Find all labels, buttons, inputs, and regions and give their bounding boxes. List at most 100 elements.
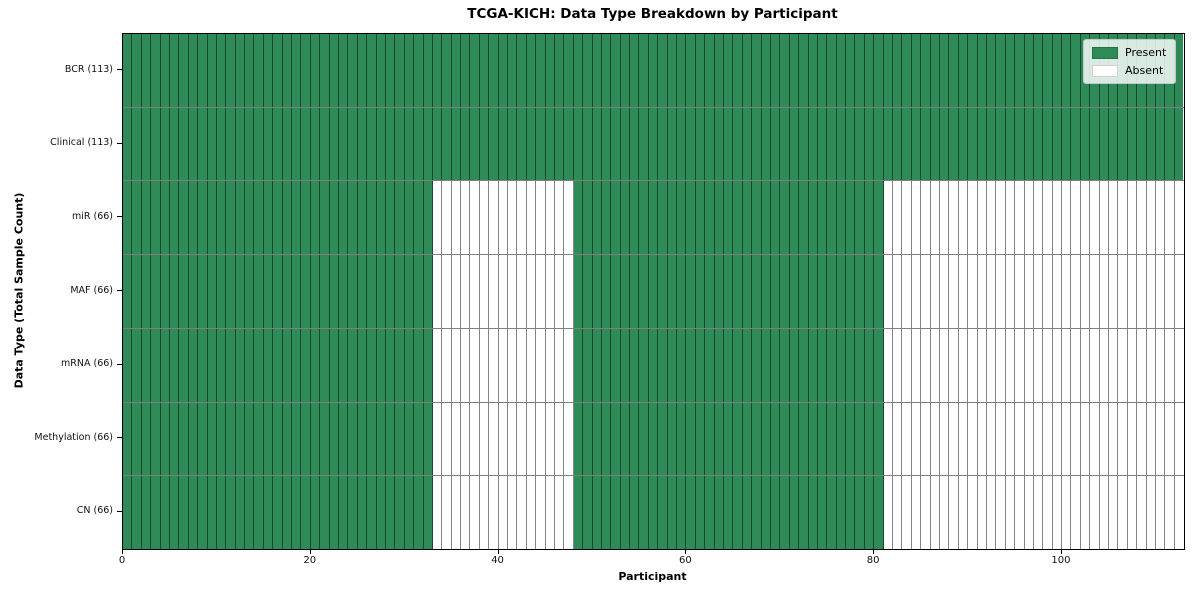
heatmap-cell bbox=[874, 402, 884, 476]
heatmap-cell bbox=[470, 255, 480, 328]
heatmap-cell bbox=[226, 107, 236, 181]
heatmap-cell bbox=[536, 255, 546, 328]
heatmap-cell bbox=[301, 181, 311, 255]
heatmap-cell bbox=[986, 107, 997, 181]
heatmap-cell bbox=[893, 328, 903, 402]
heatmap-cell bbox=[132, 476, 142, 550]
heatmap-cell bbox=[930, 476, 940, 550]
y-axis-tick-label: miR (66) bbox=[71, 210, 113, 222]
heatmap-cell bbox=[1005, 402, 1016, 476]
x-axis-tick-mark bbox=[122, 549, 123, 554]
heatmap-cell bbox=[273, 181, 283, 255]
heatmap-cell bbox=[1015, 181, 1025, 255]
heatmap-cell bbox=[198, 34, 208, 107]
heatmap-cell bbox=[958, 402, 969, 476]
heatmap-cell bbox=[226, 328, 236, 402]
heatmap-cell bbox=[968, 328, 978, 402]
heatmap-cell bbox=[508, 476, 518, 550]
heatmap-cell bbox=[564, 34, 574, 107]
heatmap-cell bbox=[677, 402, 687, 476]
heatmap-cell bbox=[1033, 34, 1044, 107]
heatmap-cell bbox=[714, 107, 724, 181]
heatmap-cell bbox=[611, 34, 621, 107]
heatmap-cell bbox=[263, 402, 274, 476]
heatmap-cell bbox=[770, 402, 781, 476]
heatmap-cell bbox=[226, 34, 236, 107]
heatmap-cell bbox=[282, 476, 293, 550]
x-axis-tick-mark bbox=[309, 549, 311, 554]
heatmap-cell bbox=[808, 255, 818, 328]
heatmap-cell bbox=[1043, 181, 1053, 255]
heatmap-cell bbox=[968, 107, 978, 181]
heatmap-cell bbox=[846, 476, 856, 550]
heatmap-cell bbox=[554, 34, 565, 107]
heatmap-cell bbox=[874, 34, 884, 107]
heatmap-cell bbox=[639, 476, 649, 550]
heatmap-cell bbox=[799, 34, 809, 107]
heatmap-cell bbox=[592, 255, 602, 328]
heatmap-cell bbox=[996, 181, 1006, 255]
heatmap-cell bbox=[1015, 255, 1025, 328]
heatmap-cell bbox=[930, 402, 940, 476]
heatmap-cell bbox=[714, 328, 724, 402]
heatmap-cell bbox=[310, 107, 321, 181]
heatmap-cell bbox=[282, 255, 293, 328]
heatmap-row bbox=[123, 476, 1184, 550]
heatmap-cell bbox=[1109, 107, 1119, 181]
heatmap-cell bbox=[526, 402, 537, 476]
heatmap-cell bbox=[939, 181, 950, 255]
heatmap-cell bbox=[620, 476, 631, 550]
heatmap-cell bbox=[573, 34, 584, 107]
heatmap-cell bbox=[423, 34, 433, 107]
heatmap-cell bbox=[151, 328, 161, 402]
heatmap-cell bbox=[169, 255, 180, 328]
heatmap-cell bbox=[188, 328, 199, 402]
heatmap-cell bbox=[160, 34, 170, 107]
heatmap-cell bbox=[517, 34, 527, 107]
heatmap-cell bbox=[958, 181, 969, 255]
heatmap-cell bbox=[545, 181, 555, 255]
heatmap-cell bbox=[695, 402, 706, 476]
heatmap-cell bbox=[1043, 34, 1053, 107]
heatmap-cell bbox=[939, 402, 950, 476]
heatmap-cell bbox=[864, 181, 875, 255]
heatmap-cell bbox=[705, 476, 715, 550]
heatmap-cell bbox=[1155, 476, 1166, 550]
heatmap-cell bbox=[986, 476, 997, 550]
heatmap-cell bbox=[132, 107, 142, 181]
heatmap-cell bbox=[836, 476, 847, 550]
heatmap-cell bbox=[714, 34, 724, 107]
heatmap-cell bbox=[733, 34, 743, 107]
heatmap-cell bbox=[911, 255, 922, 328]
heatmap-cell bbox=[977, 255, 987, 328]
y-axis-tick-mark bbox=[117, 290, 122, 291]
heatmap-cell bbox=[1174, 402, 1184, 476]
heatmap-cell bbox=[1033, 255, 1044, 328]
x-axis-tick-label: 60 bbox=[678, 555, 692, 566]
heatmap-cell bbox=[367, 402, 377, 476]
heatmap-cell bbox=[724, 107, 734, 181]
heatmap-cell bbox=[977, 181, 987, 255]
heatmap-cell bbox=[442, 181, 452, 255]
heatmap-cell bbox=[893, 476, 903, 550]
heatmap-cell bbox=[752, 34, 762, 107]
heatmap-cell bbox=[958, 255, 969, 328]
heatmap-cell bbox=[132, 402, 142, 476]
heatmap-cell bbox=[545, 402, 555, 476]
heatmap-cell bbox=[423, 181, 433, 255]
heatmap-cell bbox=[658, 476, 668, 550]
heatmap-cell bbox=[996, 107, 1006, 181]
heatmap-cell bbox=[301, 402, 311, 476]
heatmap-row bbox=[123, 402, 1184, 477]
heatmap-cell bbox=[742, 328, 753, 402]
heatmap-cell bbox=[658, 402, 668, 476]
heatmap-cell bbox=[789, 255, 800, 328]
heatmap-cell bbox=[357, 34, 368, 107]
heatmap-cell bbox=[404, 34, 415, 107]
heatmap-cell bbox=[855, 181, 865, 255]
heatmap-cell bbox=[188, 402, 199, 476]
legend-swatch-absent bbox=[1092, 64, 1118, 77]
heatmap-cell bbox=[780, 107, 790, 181]
heatmap-cell bbox=[273, 328, 283, 402]
heatmap-cell bbox=[930, 255, 940, 328]
